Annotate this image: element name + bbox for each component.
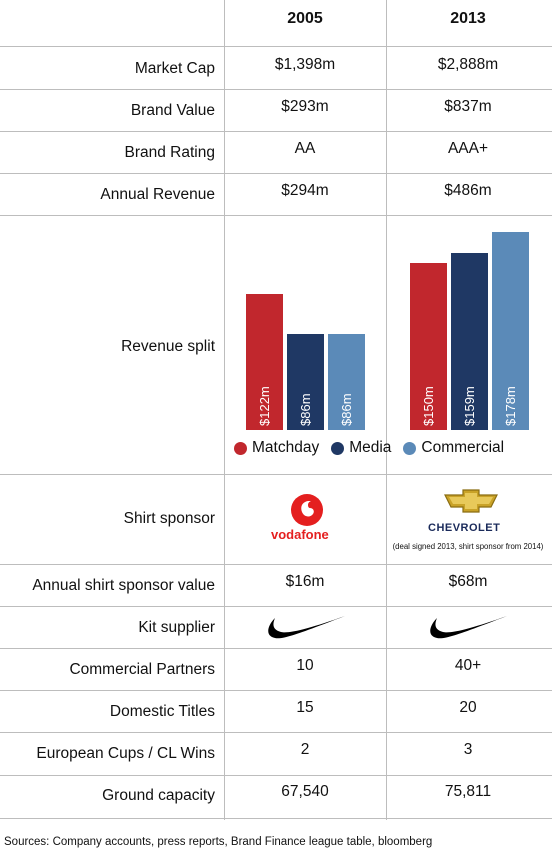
commercial-partners-2005: 10 (296, 657, 314, 674)
chart-legend: Matchday Media Commercial (234, 439, 516, 457)
row-divider (0, 648, 552, 649)
row-label-kit-supplier: Kit supplier (138, 619, 215, 636)
column-divider-left (224, 0, 225, 820)
ground-capacity-2005: 67,540 (281, 783, 329, 800)
row-divider (0, 564, 552, 565)
chevrolet-wordmark: CHEVROLET (428, 522, 501, 534)
annual-revenue-2005: $294m (281, 182, 329, 199)
column-header-2005: 2005 (287, 10, 323, 27)
bar-value-label: $150m (421, 386, 436, 426)
brand-rating-2005: AA (294, 140, 316, 157)
legend-item-matchday: Matchday (234, 439, 319, 457)
legend-item-commercial: Commercial (403, 439, 504, 457)
sources-note: Sources: Company accounts, press reports… (4, 836, 433, 848)
row-divider (0, 474, 552, 475)
row-label-revenue-split: Revenue split (121, 338, 215, 355)
row-label-brand-value: Brand Value (130, 102, 215, 119)
bar-value-label: $159m (462, 386, 477, 426)
legend-label: Matchday (252, 439, 320, 456)
row-divider (0, 215, 552, 216)
brand-value-2013: $837m (444, 98, 492, 115)
row-divider (0, 690, 552, 691)
nike-swoosh-icon (430, 616, 507, 639)
legend-label: Media (349, 439, 392, 456)
row-divider (0, 732, 552, 733)
row-divider (0, 46, 552, 47)
media-dot-icon (331, 441, 345, 455)
ground-capacity-2013: 75,811 (444, 783, 492, 800)
legend-item-media: Media (331, 439, 391, 457)
brand-value-2005: $293m (281, 98, 329, 115)
row-label-annual-revenue: Annual Revenue (100, 186, 215, 203)
market-cap-2005: $1,398m (274, 56, 336, 73)
chevrolet-bowtie-icon (444, 489, 498, 513)
row-divider (0, 818, 552, 819)
row-divider (0, 173, 552, 174)
brand-rating-2013: AAA+ (447, 140, 489, 157)
commercial-dot-icon (403, 441, 417, 455)
row-label-annual-shirt-sponsor-value: Annual shirt sponsor value (32, 577, 215, 594)
sponsor-note-2013: (deal signed 2013, shirt sponsor from 20… (392, 542, 544, 551)
bar-value-label: $86m (298, 393, 313, 426)
market-cap-2013: $2,888m (437, 56, 499, 73)
annual-revenue-2013: $486m (444, 182, 492, 199)
european-cups-2013: 3 (463, 741, 473, 758)
column-divider-right (386, 0, 387, 820)
bar-commercial-2013 (492, 232, 529, 430)
bar-matchday-2013 (410, 263, 447, 430)
row-divider (0, 775, 552, 776)
row-divider (0, 89, 552, 90)
domestic-titles-2013: 20 (459, 699, 477, 716)
row-divider (0, 606, 552, 607)
commercial-partners-2013: 40+ (454, 657, 482, 674)
bar-value-label: $86m (339, 393, 354, 426)
vodafone-wordmark: vodafone (271, 527, 329, 542)
column-header-2013: 2013 (450, 10, 486, 27)
bar-value-label: $178m (503, 386, 518, 426)
row-label-market-cap: Market Cap (134, 60, 215, 77)
row-label-commercial-partners: Commercial Partners (69, 661, 215, 678)
bar-matchday-2005 (246, 294, 283, 430)
vodafone-logo-icon (291, 494, 323, 526)
bar-commercial-2005 (328, 334, 365, 430)
row-label-domestic-titles: Domestic Titles (109, 703, 215, 720)
shirt-sponsor-value-2013: $68m (448, 573, 488, 590)
domestic-titles-2005: 15 (296, 699, 314, 716)
bar-media-2013 (451, 253, 488, 430)
row-label-european-cups: European Cups / CL Wins (36, 745, 215, 762)
row-divider (0, 131, 552, 132)
row-label-brand-rating: Brand Rating (124, 144, 215, 161)
row-label-shirt-sponsor: Shirt sponsor (123, 510, 215, 527)
legend-label: Commercial (421, 439, 505, 456)
matchday-dot-icon (234, 441, 247, 455)
bar-value-label: $122m (257, 386, 272, 426)
bar-media-2005 (287, 334, 324, 430)
shirt-sponsor-value-2005: $16m (285, 573, 325, 590)
nike-swoosh-icon (268, 616, 345, 639)
row-label-ground-capacity: Ground capacity (102, 787, 215, 804)
european-cups-2005: 2 (300, 741, 310, 758)
